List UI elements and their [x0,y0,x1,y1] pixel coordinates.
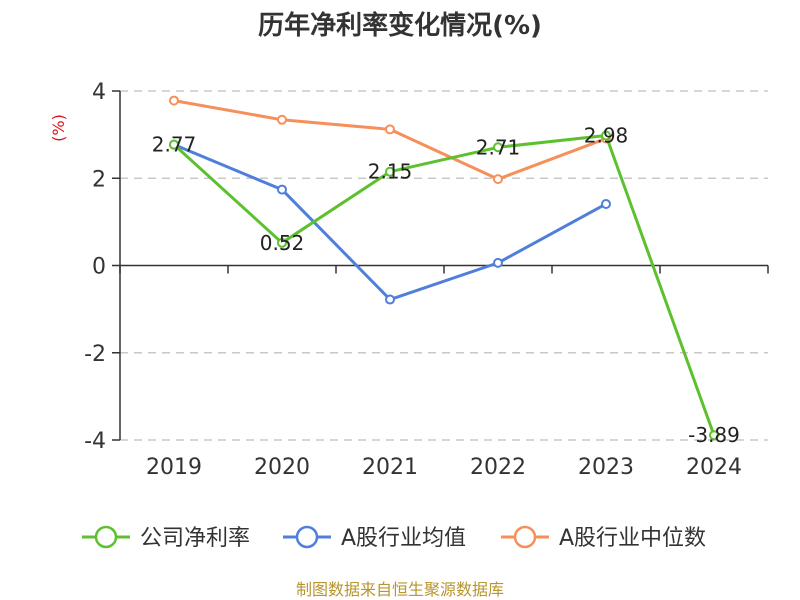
x-tick-label: 2023 [578,455,634,480]
data-point[interactable] [601,130,611,141]
data-label: 2.77 [152,133,197,157]
series-line [172,133,716,436]
data-point[interactable] [493,174,503,185]
data-point[interactable] [385,294,395,305]
data-point[interactable] [169,139,179,150]
data-point[interactable] [277,237,287,248]
data-labels: 2.77 0.52 2.15 2.71 2.98 -3.89 [152,123,740,447]
legend-marker [513,525,537,549]
data-point[interactable] [169,95,179,106]
legend-marker [295,525,319,549]
data-point[interactable] [277,114,287,125]
legend-item[interactable]: A股行业均值 [283,525,466,551]
data-label: -3.89 [688,423,740,447]
data-label: 2.98 [584,123,629,147]
legend-label: A股行业均值 [341,526,466,551]
x-tick-label: 2019 [146,455,202,480]
tick-labels: -4 -2 0 2 4 2019 2020 2021 2022 2023 2024 [84,80,742,480]
x-tick-label: 2024 [686,455,742,480]
x-tick-label: 2020 [254,455,310,480]
legend-label: A股行业中位数 [559,526,706,551]
y-tick-label: 4 [92,80,106,105]
y-tick-label: 0 [92,255,106,280]
legend-item[interactable]: 公司净利率 [82,525,250,551]
y-axis-label: (%) [49,114,68,142]
data-label: 0.52 [260,231,305,255]
chart-title: 历年净利率变化情况(%) [258,10,542,41]
y-tick-label: -4 [84,429,106,454]
data-point[interactable] [385,124,395,135]
source-note: 制图数据来自恒生聚源数据库 [296,580,504,599]
y-tick-label: -2 [84,342,106,367]
data-point[interactable] [385,166,395,177]
grid-lines [120,90,768,441]
series-group [169,95,719,441]
data-point[interactable] [709,430,719,441]
axes [112,90,769,441]
data-point[interactable] [601,198,611,209]
legend-item[interactable]: A股行业中位数 [501,525,706,551]
legend-marker [94,525,118,549]
x-tick-label: 2021 [362,455,418,480]
data-label: 2.71 [476,135,521,159]
data-point[interactable] [493,142,503,153]
x-tick-label: 2022 [470,455,526,480]
y-tick-label: 2 [92,167,106,192]
legend-label: 公司净利率 [140,526,250,551]
data-point[interactable] [493,257,503,268]
data-point[interactable] [277,184,287,195]
legend[interactable]: 公司净利率 A股行业均值 A股行业中位数 [82,525,706,551]
data-label: 2.15 [368,160,413,184]
